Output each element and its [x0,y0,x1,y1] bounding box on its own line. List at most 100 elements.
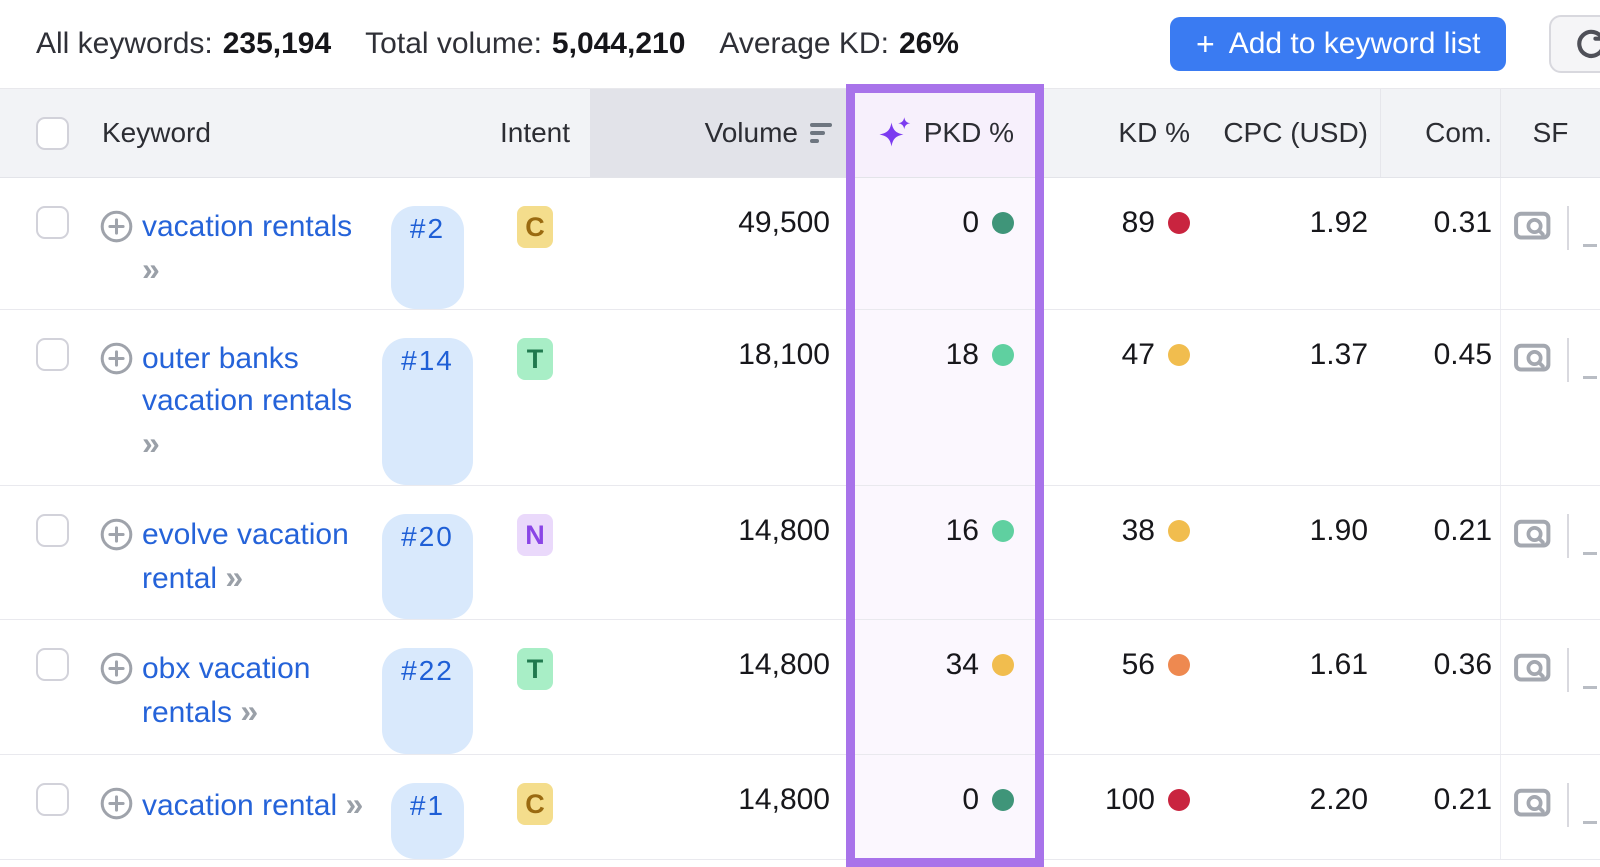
pkd-difficulty-dot [992,520,1014,542]
pkd-difficulty-dot [992,789,1014,811]
column-header-kd[interactable]: KD % [1118,117,1190,148]
keyword-link[interactable]: evolve vacation rental [142,518,349,595]
intent-cell: C [480,755,590,859]
kd-difficulty-dot [1168,212,1190,234]
column-header-cpc[interactable]: CPC (USD) [1223,117,1368,148]
keyword-link[interactable]: vacation rental [142,789,338,822]
refresh-button[interactable] [1549,15,1600,73]
kd-cell: 100 [1044,755,1200,859]
com-value: 0.21 [1433,783,1492,816]
kd-difficulty-dot [1168,654,1190,676]
clipped-next-column-content [1583,210,1597,247]
row-checkbox[interactable] [36,648,69,681]
serp-preview-icon[interactable] [1513,208,1553,249]
stat-value: 5,044,210 [551,27,686,60]
pkd-cell: 16 [846,486,1044,619]
column-header-volume[interactable]: Volume [590,89,846,177]
kd-value: 89 [1121,206,1155,239]
volume-value: 14,800 [738,514,830,547]
kd-value: 47 [1121,338,1155,371]
sf-cell [1500,486,1600,619]
row-checkbox-cell [0,178,100,309]
cpc-value: 2.20 [1309,783,1368,816]
position-badge: #20 [382,514,473,619]
com-value: 0.31 [1433,206,1492,239]
expand-chevrons-icon[interactable]: » [142,251,160,287]
pkd-value: 0 [962,206,979,239]
row-checkbox[interactable] [36,514,69,547]
serp-preview-icon[interactable] [1513,650,1553,691]
pkd-cell: 34 [846,620,1044,754]
serp-preview-icon[interactable] [1513,340,1553,381]
pkd-value: 34 [945,648,979,681]
kd-cell: 56 [1044,620,1200,754]
expand-chevrons-icon[interactable]: » [345,786,363,822]
stat-average-kd: Average KD: 26% [719,27,959,61]
column-header-com[interactable]: Com. [1380,89,1500,177]
keyword-text: vacation rentals » [142,206,375,292]
volume-value: 49,500 [738,206,830,239]
select-all-checkbox[interactable] [36,116,69,150]
add-keyword-plus-circle-icon[interactable] [100,652,133,690]
add-keyword-plus-circle-icon[interactable] [100,518,133,556]
cpc-value: 1.92 [1309,206,1368,239]
add-keyword-plus-circle-icon[interactable] [100,342,133,380]
row-checkbox-cell [0,755,100,859]
position-badge: #14 [382,338,473,485]
kd-cell: 89 [1044,178,1200,309]
position-cell: #14 [375,310,480,485]
cell-divider [1567,648,1569,692]
pkd-header-label: PKD % [923,117,1014,148]
intent-badge: C [517,783,553,825]
intent-badge: T [517,648,553,690]
row-checkbox-cell [0,486,100,619]
row-checkbox[interactable] [36,206,69,239]
volume-header-label: Volume [704,117,798,148]
pkd-cell: 18 [846,310,1044,485]
keyword-cell: vacation rental » [100,755,375,859]
pkd-value: 16 [945,514,979,547]
plus-icon: + [1196,26,1215,62]
column-header-keyword[interactable]: Keyword [102,117,211,148]
serp-preview-icon[interactable] [1513,785,1553,826]
clipped-next-column-content [1583,787,1597,824]
kd-value: 56 [1121,648,1155,681]
table-header: Keyword Intent Volume PKD % KD % CPC (US… [0,88,1600,178]
intent-badge: T [517,338,553,380]
kd-difficulty-dot [1168,344,1190,366]
serp-preview-icon[interactable] [1513,516,1553,557]
expand-chevrons-icon[interactable]: » [225,559,243,595]
column-header-intent[interactable]: Intent [499,117,571,148]
cell-divider [1567,514,1569,558]
pkd-difficulty-dot [992,212,1014,234]
keyword-link[interactable]: obx vacation rentals [142,652,311,729]
row-checkbox[interactable] [36,783,69,816]
keyword-text: evolve vacation rental » [142,514,375,600]
sf-cell [1500,755,1600,859]
pkd-cell: 0 [846,178,1044,309]
stat-total-volume: Total volume: 5,044,210 [365,27,685,61]
table-row: outer banks vacation rentals » #14 T 18,… [0,310,1600,486]
keyword-link[interactable]: outer banks vacation rentals [142,342,353,417]
stat-label: All keywords: [36,27,213,60]
expand-chevrons-icon[interactable]: » [240,693,258,729]
add-to-keyword-list-button[interactable]: + Add to keyword list [1170,17,1507,71]
expand-chevrons-icon[interactable]: » [142,425,160,461]
kd-value: 100 [1104,783,1155,816]
volume-value: 14,800 [738,648,830,681]
add-keyword-plus-circle-icon[interactable] [100,210,133,248]
kd-cell: 47 [1044,310,1200,485]
clipped-next-column-content [1583,652,1597,689]
add-keyword-plus-circle-icon[interactable] [100,787,133,825]
keyword-cell: vacation rentals » [100,178,375,309]
stat-label: Total volume: [365,27,542,60]
keyword-link[interactable]: vacation rentals [142,210,353,243]
clipped-next-column-content [1583,342,1597,379]
row-checkbox[interactable] [36,338,69,371]
column-header-sf: SF [1500,89,1600,177]
sf-cell [1500,310,1600,485]
intent-cell: T [480,310,590,485]
add-button-label: Add to keyword list [1228,27,1481,60]
column-header-pkd[interactable]: PKD % [846,89,1044,177]
pkd-value: 18 [945,338,979,371]
